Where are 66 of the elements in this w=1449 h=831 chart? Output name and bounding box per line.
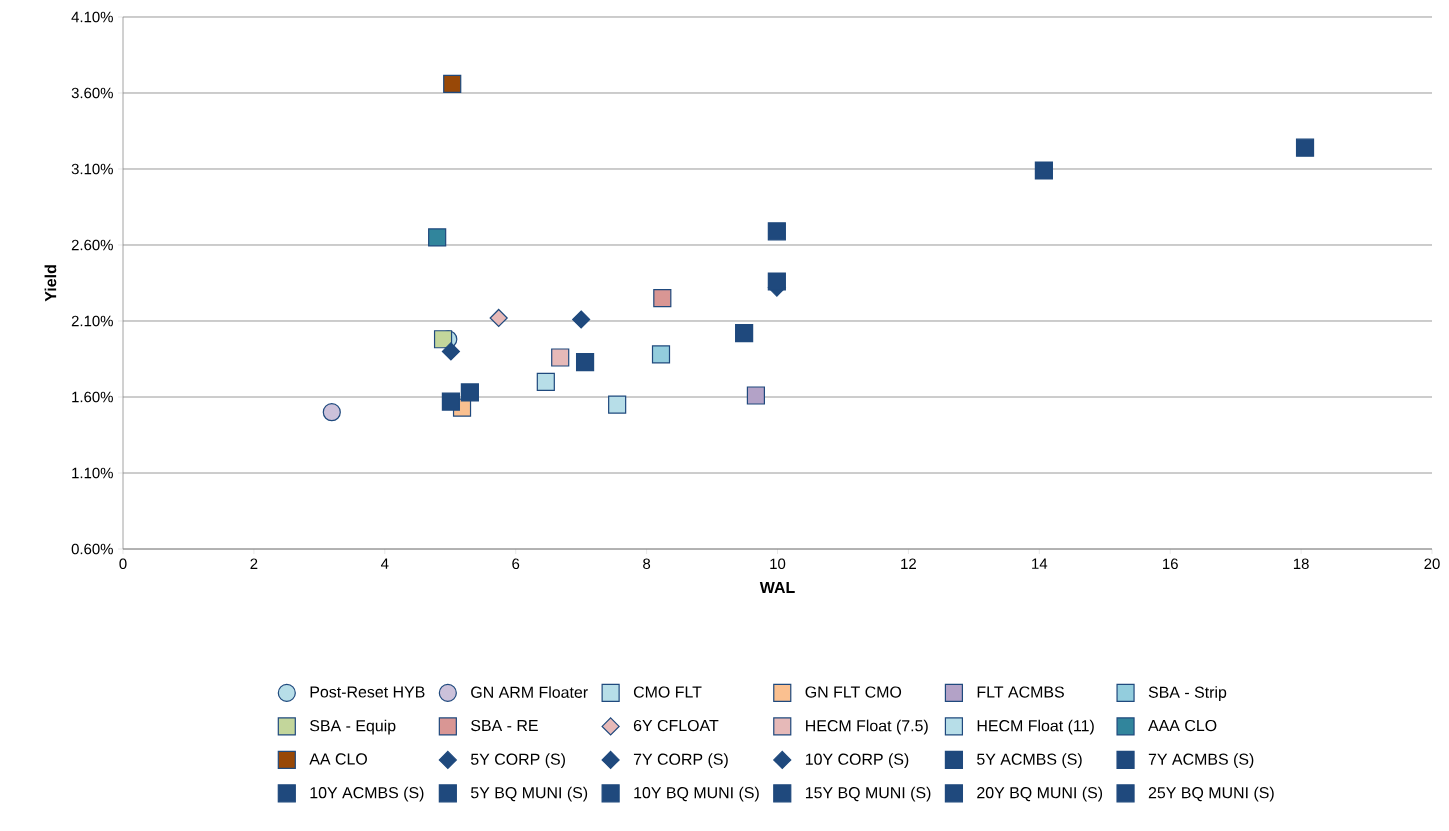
legend-label: 25Y BQ MUNI (S) <box>1148 786 1274 802</box>
point <box>572 310 591 329</box>
x-tick-label: 18 <box>1293 558 1309 570</box>
point <box>1295 138 1315 157</box>
point <box>735 324 754 343</box>
y-tick-label: 0.60% <box>71 543 113 555</box>
legend-label: FLT ACMBS <box>977 686 1064 698</box>
legend-label: CMO FLT <box>633 686 702 698</box>
legend-label: HECM Float (11) <box>977 719 1094 735</box>
legend-label: 5Y BQ MUNI (S) <box>470 786 588 802</box>
legend-label: 7Y ACMBS (S) <box>1148 753 1254 768</box>
legend-label: 5Y ACMBS (S) <box>977 753 1082 768</box>
y-tick-label: 3.60% <box>71 87 113 99</box>
legend-label: 10Y CORP (S) <box>805 753 909 768</box>
point <box>536 372 555 391</box>
legend-label: 6Y CFLOAT <box>633 719 719 732</box>
point <box>608 395 627 414</box>
y-axis-title: Yield <box>44 265 57 302</box>
x-tick-label: 20 <box>1424 558 1440 570</box>
x-tick-label: 6 <box>512 558 520 570</box>
x-tick-label: 0 <box>119 558 127 570</box>
point <box>653 289 672 308</box>
point <box>575 352 595 372</box>
point <box>428 228 447 247</box>
point <box>460 383 479 402</box>
legend-label: SBA - Equip <box>310 719 396 735</box>
y-tick-label: 1.60% <box>72 391 113 403</box>
x-tick-label: 16 <box>1163 558 1178 570</box>
x-axis-title: WAL <box>759 581 795 593</box>
legend-label: Post-Reset HYB <box>310 686 425 698</box>
legend-label: 7Y CORP (S) <box>633 753 728 768</box>
x-tick-label: 10 <box>770 558 786 570</box>
x-tick-label: 12 <box>901 558 916 569</box>
y-tick-label: 3.10% <box>71 163 113 175</box>
legend-label: AAA CLO <box>1148 719 1217 732</box>
legend-label: 10Y ACMBS (S) <box>310 786 424 802</box>
legend-label: HECM Float (7.5) <box>806 719 928 735</box>
legend-label: 15Y BQ MUNI (S) <box>805 786 931 802</box>
legend-label: 20Y BQ MUNI (S) <box>977 786 1103 802</box>
y-tick-label: 2.60% <box>71 239 113 251</box>
y-tick-label: 1.10% <box>72 467 113 479</box>
point <box>767 222 786 241</box>
legend-label: AA CLO <box>309 753 367 765</box>
x-tick-label: 8 <box>643 558 651 570</box>
point <box>441 342 461 361</box>
legend-label: 5Y CORP (S) <box>470 753 565 768</box>
point <box>489 308 508 328</box>
point <box>322 403 341 422</box>
y-tick-label: 2.10% <box>71 315 113 327</box>
point <box>767 272 786 291</box>
legend-label: SBA - Strip <box>1148 686 1227 702</box>
point <box>441 392 461 411</box>
point <box>746 386 766 405</box>
y-tick-label: 4.10% <box>71 11 113 23</box>
x-tick-label: 2 <box>250 558 258 569</box>
legend-label: 10Y BQ MUNI (S) <box>634 786 759 802</box>
legend-label: SBA - RE <box>471 719 538 732</box>
legend-label: GN ARM Floater <box>471 686 588 698</box>
x-tick-label: 4 <box>380 558 389 569</box>
legend-label: GN FLT CMO <box>805 686 902 698</box>
x-tick-label: 14 <box>1032 558 1048 569</box>
point <box>1034 161 1053 180</box>
point <box>443 74 462 93</box>
point <box>651 345 671 364</box>
point <box>551 348 570 367</box>
point <box>433 330 453 349</box>
